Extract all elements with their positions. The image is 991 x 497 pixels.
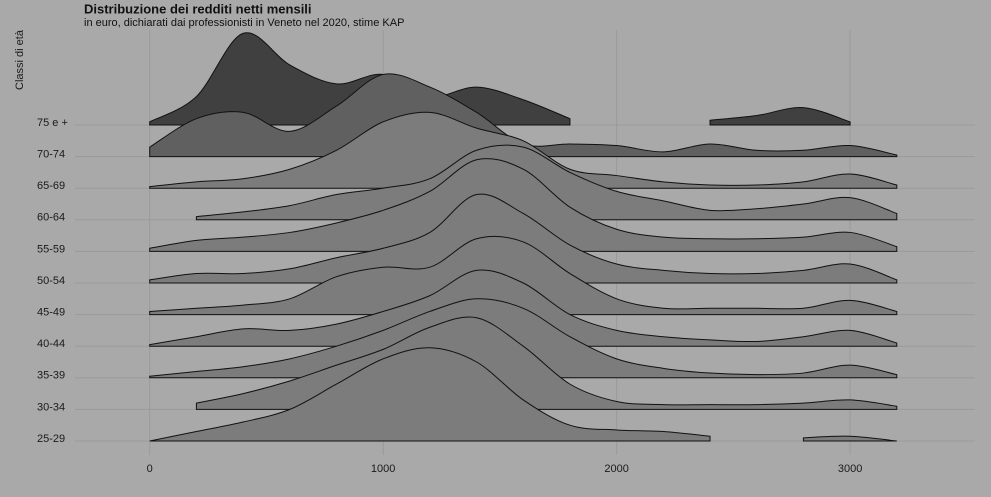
y-axis-label: Classi di età <box>14 29 26 90</box>
ridge <box>149 235 898 316</box>
y-tick-label: 65-69 <box>37 180 65 192</box>
ridge <box>195 144 898 221</box>
ridge <box>802 435 897 442</box>
ridge <box>149 193 898 284</box>
ridge <box>149 347 711 442</box>
y-tick-label: 40-44 <box>37 338 65 350</box>
chart-subtitle: in euro, dichiarati dai professionisti i… <box>84 17 404 29</box>
y-tick-label: 60-64 <box>37 212 65 224</box>
x-tick-label: 1000 <box>371 463 395 475</box>
ridge <box>149 298 898 379</box>
y-tick-label: 55-59 <box>37 243 65 255</box>
y-tick-label: 25-29 <box>37 433 65 445</box>
ridge <box>149 158 898 252</box>
ridge <box>709 107 851 126</box>
x-tick-label: 2000 <box>604 463 628 475</box>
y-tick-label: 70-74 <box>37 149 65 161</box>
x-tick-label: 3000 <box>838 463 862 475</box>
y-tick-label: 75 e + <box>37 117 68 129</box>
ridge <box>149 32 571 126</box>
y-tick-label: 50-54 <box>37 275 65 287</box>
chart-title: Distribuzione dei redditi netti mensili <box>84 1 312 16</box>
x-tick-label: 0 <box>147 463 153 475</box>
y-tick-label: 30-34 <box>37 401 65 413</box>
y-tick-label: 35-39 <box>37 370 65 382</box>
y-tick-label: 45-49 <box>37 307 65 319</box>
